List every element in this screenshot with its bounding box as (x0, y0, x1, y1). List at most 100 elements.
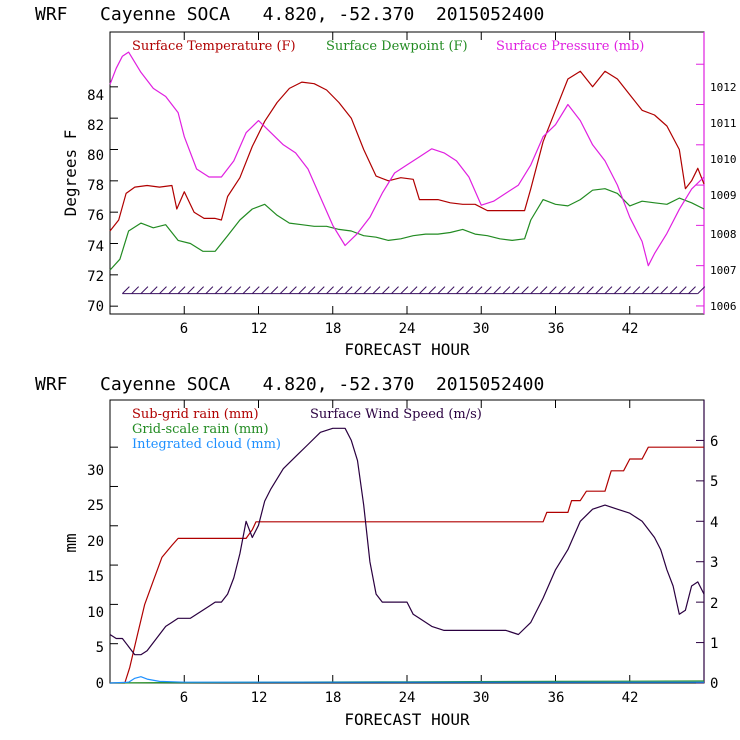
wind-barb (697, 286, 706, 294)
wind-barb (140, 286, 149, 294)
wind-barb (521, 286, 529, 294)
wind-barb (326, 286, 334, 294)
wind-barb (391, 286, 399, 294)
wind-barb (465, 286, 474, 294)
bottom-tick-marks (110, 400, 704, 684)
top-tick-marks (110, 32, 704, 314)
wind-barb (381, 286, 390, 294)
top-xtick-label: 18 (325, 321, 342, 337)
bottom-y2tick-label: 6 (710, 434, 718, 450)
wind-barb (131, 286, 140, 294)
wind-barb (214, 286, 223, 294)
bottom-xtick-label: 18 (325, 690, 342, 706)
top-x-axis-label: FORECAST HOUR (344, 340, 470, 359)
wind-barb (122, 286, 130, 294)
bottom-y2tick-label: 3 (710, 555, 718, 571)
top-xtick-label: 36 (548, 321, 565, 337)
top-y2tick-label: 1006 (710, 300, 737, 313)
wind-barb (576, 286, 585, 294)
top-ytick-label: 78 (87, 178, 104, 194)
bottom-y2tick-label: 5 (710, 474, 718, 490)
top-xtick-label: 6 (180, 321, 188, 337)
legend-integrated-cloud: Integrated cloud (mm) (132, 437, 281, 452)
legend-surface-temperature: Surface Temperature (F) (132, 39, 296, 54)
legend-surface-dewpoint: Surface Dewpoint (F) (326, 39, 468, 54)
wind-barb (298, 286, 307, 294)
wind-barb (483, 286, 492, 294)
wind-barb (567, 286, 576, 294)
wind-barb (493, 286, 501, 294)
bottom-left-yticks: 0 5 10 15 20 25 30 (87, 463, 104, 692)
top-plot-frame (109, 31, 705, 315)
top-ytick-label: 74 (87, 239, 104, 255)
top-y-axis-label: Degrees F (61, 130, 80, 217)
bottom-y2tick-label: 2 (710, 596, 718, 612)
temperature-panel: WRF Cayenne SOCA 4.820, -52.370 20150524… (35, 4, 737, 359)
wind-barb (428, 286, 437, 294)
top-series-lines (109, 51, 705, 271)
bottom-ytick-label: 5 (96, 640, 104, 656)
wind-barb (595, 286, 604, 294)
top-ytick-label: 72 (87, 269, 104, 285)
wind-barb (539, 286, 548, 294)
legend-subgrid-rain: Sub-grid rain (mm) (132, 407, 259, 422)
wind-barb (613, 286, 622, 294)
wind-barb (409, 286, 418, 294)
legend-surface-wind-speed: Surface Wind Speed (m/s) (310, 407, 482, 422)
top-panel-title: WRF Cayenne SOCA 4.820, -52.370 20150524… (35, 4, 544, 25)
bottom-xtick-label: 42 (622, 690, 639, 706)
series-line-surface-wind-speed-m-s (109, 427, 705, 656)
top-ytick-label: 80 (87, 148, 104, 164)
series-line-surface-dewpoint-f (109, 188, 705, 271)
bottom-ytick-label: 30 (87, 463, 104, 479)
wind-barb (270, 286, 279, 294)
bottom-y2tick-label: 1 (710, 636, 718, 652)
wind-barb (651, 286, 659, 294)
wind-barb (233, 286, 242, 294)
wind-barb (437, 286, 446, 294)
wind-barb (446, 286, 455, 294)
top-ytick-label: 82 (87, 118, 104, 134)
series-line-surface-pressure-mb (109, 51, 705, 267)
top-left-yticks: 70 72 74 76 78 80 82 84 (87, 88, 104, 315)
bottom-ytick-label: 15 (87, 569, 104, 585)
wind-barb (289, 286, 297, 294)
wind-barb (316, 286, 325, 294)
wind-barb (586, 286, 594, 294)
bottom-xticks: 6 12 18 24 30 36 42 (180, 690, 639, 706)
top-ytick-label: 84 (87, 88, 104, 104)
top-xtick-label: 42 (622, 321, 639, 337)
wind-barb (641, 286, 650, 294)
wind-barb (660, 286, 669, 294)
wind-barb (400, 286, 409, 294)
top-xtick-label: 24 (399, 321, 416, 337)
bottom-ytick-label: 25 (87, 498, 104, 514)
wind-barb (623, 286, 631, 294)
wind-barb (335, 286, 344, 294)
wind-barb (168, 286, 177, 294)
series-line-sub-grid-rain-mm (110, 446, 704, 684)
bottom-x-axis-label: FORECAST HOUR (344, 710, 470, 729)
series-line-surface-temperature-f (109, 70, 705, 232)
wind-barb (632, 286, 641, 294)
wind-barb (177, 286, 186, 294)
wind-barb (196, 286, 204, 294)
precipitation-panel: WRF Cayenne SOCA 4.820, -52.370 20150524… (35, 374, 718, 729)
wind-barb (474, 286, 483, 294)
bottom-xtick-label: 36 (548, 690, 565, 706)
top-y2tick-label: 1007 (710, 264, 737, 277)
bottom-xtick-label: 6 (180, 690, 188, 706)
top-xtick-label: 30 (473, 321, 490, 337)
wind-barb (251, 286, 260, 294)
wind-barb (372, 286, 381, 294)
wind-barb (502, 286, 511, 294)
series-line-integrated-cloud-mm (109, 676, 704, 684)
top-y2tick-label: 1010 (710, 153, 737, 166)
bottom-ytick-label: 0 (96, 676, 104, 692)
wind-barb (363, 286, 372, 294)
bottom-y2tick-label: 4 (710, 515, 718, 531)
wind-barb (159, 286, 167, 294)
bottom-ytick-label: 20 (87, 534, 104, 550)
wind-barb (224, 286, 232, 294)
wind-barb (242, 286, 251, 294)
